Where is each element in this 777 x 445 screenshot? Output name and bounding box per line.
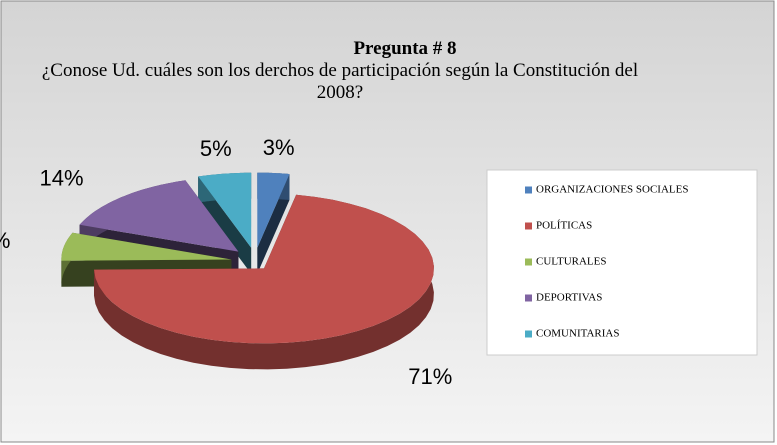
pie-slice	[61, 232, 232, 261]
legend-swatch	[525, 258, 532, 266]
data-label: 3%	[263, 135, 295, 160]
legend-label: ORGANIZACIONES SOCIALES	[536, 184, 688, 196]
data-label: 5%	[200, 136, 232, 161]
chart-title: Pregunta # 8	[353, 38, 457, 59]
legend-label: POLÍTICAS	[536, 220, 592, 232]
data-label: 71%	[408, 364, 452, 389]
legend-label: COMUNITARIAS	[536, 328, 619, 340]
legend-swatch	[525, 186, 532, 194]
chart-subtitle: ¿Conose Ud. cuáles son los derchos de pa…	[41, 60, 639, 103]
pie-slice	[257, 172, 290, 248]
pie-slice	[94, 194, 434, 344]
header: Pregunta # 8 ¿Conose Ud. cuáles son los …	[40, 38, 680, 104]
pie-slice	[79, 180, 239, 252]
pie-slice	[198, 172, 252, 248]
data-label: 14%	[40, 166, 84, 191]
legend-swatch	[525, 330, 532, 338]
data-label: 6%	[0, 228, 10, 253]
legend-label: CULTURALES	[536, 256, 607, 268]
legend-label: DEPORTIVAS	[536, 292, 602, 304]
legend-swatch	[525, 294, 532, 302]
legend-swatch	[525, 222, 532, 230]
